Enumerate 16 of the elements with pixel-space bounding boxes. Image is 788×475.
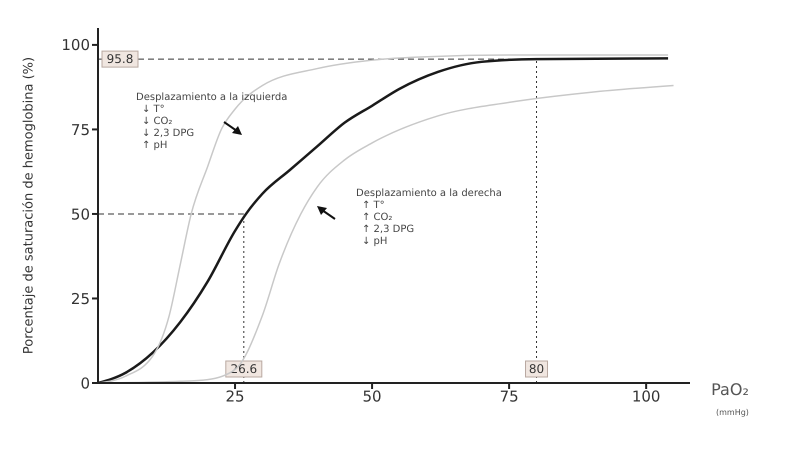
ref-line-label: 95.8 (106, 52, 134, 66)
y-tick-label: 100 (61, 36, 90, 54)
y-axis-title: Porcentaje de saturación de hemoglobina (%) (22, 56, 37, 354)
y-tick-label: 50 (70, 205, 90, 224)
y-tick-label: 75 (70, 120, 90, 139)
x-axis-title: PaO₂ (711, 380, 749, 399)
x-tick-label: 75 (500, 388, 519, 406)
x-tick-label: 100 (632, 388, 660, 406)
x-tick-label: 25 (225, 388, 245, 406)
x-tick-label: 50 (362, 388, 382, 406)
y-tick-label: 0 (80, 374, 90, 392)
ref-line-label: 80 (528, 362, 544, 376)
annotation: Desplazamiento a la izquierda ↓ T° ↓ CO₂ ↓ 2,3 DPG ↑ pH (136, 92, 288, 152)
text: (mmHg) (716, 408, 749, 417)
annotation: Desplazamiento a la derecha ↑ T° ↑ CO₂ ↑ 2,3 DPG ↓ pH (356, 188, 502, 248)
y-tick-label: 25 (70, 290, 90, 308)
